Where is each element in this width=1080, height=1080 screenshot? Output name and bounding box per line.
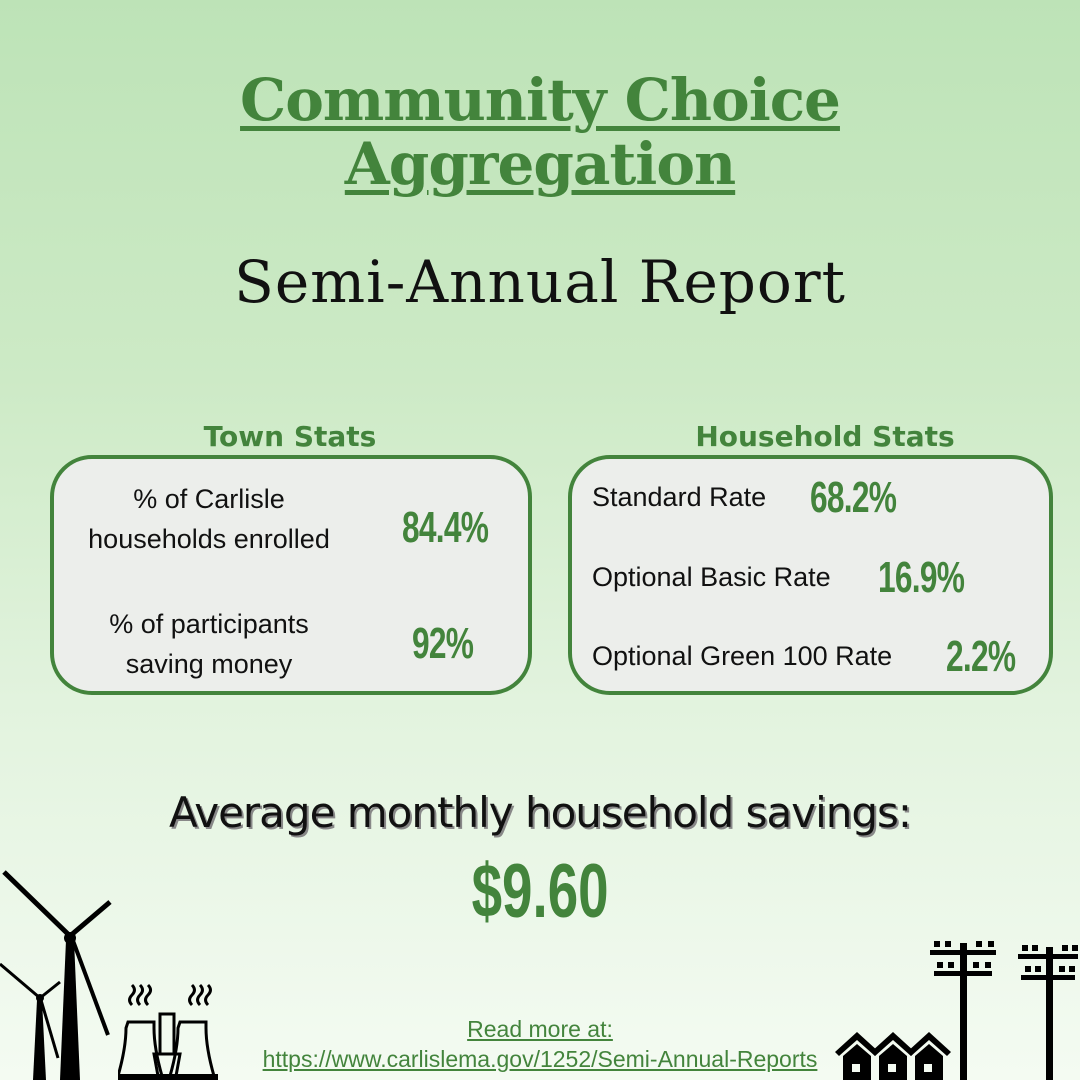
stat-label: Optional Green 100 Rate (592, 641, 893, 671)
title-line-2: Aggregation (344, 130, 736, 198)
power-plant-icon (118, 983, 218, 1080)
stat-value: 2.2% (946, 632, 1016, 681)
wind-turbine-icon (0, 870, 112, 1080)
town-stats-title: Town Stats (203, 420, 377, 453)
household-stats-title: Household Stats (695, 420, 955, 453)
savings-value: $9.60 (471, 849, 609, 934)
town-stats-card: % of Carlisle households enrolled 84.4% … (50, 455, 532, 695)
savings-label: Average monthly household savings: (168, 788, 912, 837)
household-stats-card: Standard Rate 68.2% Optional Basic Rate … (568, 455, 1053, 695)
stat-value: 92% (412, 619, 474, 668)
houses-icon (835, 1032, 951, 1080)
stat-value: 84.4% (402, 503, 489, 552)
stat-label: % of participants saving money (109, 609, 309, 679)
utility-pole-icon (930, 941, 1078, 1080)
stat-label: % of Carlisle households enrolled (88, 484, 330, 554)
stat-label: Standard Rate (592, 482, 767, 512)
report-link[interactable]: https://www.carlislema.gov/1252/Semi-Ann… (262, 1046, 818, 1072)
stat-value: 16.9% (878, 553, 965, 602)
stat-label: Optional Basic Rate (592, 562, 831, 592)
page-title: Community Choice Aggregation (0, 68, 1080, 196)
title-line-1: Community Choice (240, 66, 841, 134)
read-more-label[interactable]: Read more at: (467, 1016, 613, 1042)
stat-value: 68.2% (810, 473, 897, 522)
page-subtitle: Semi-Annual Report (234, 248, 846, 316)
